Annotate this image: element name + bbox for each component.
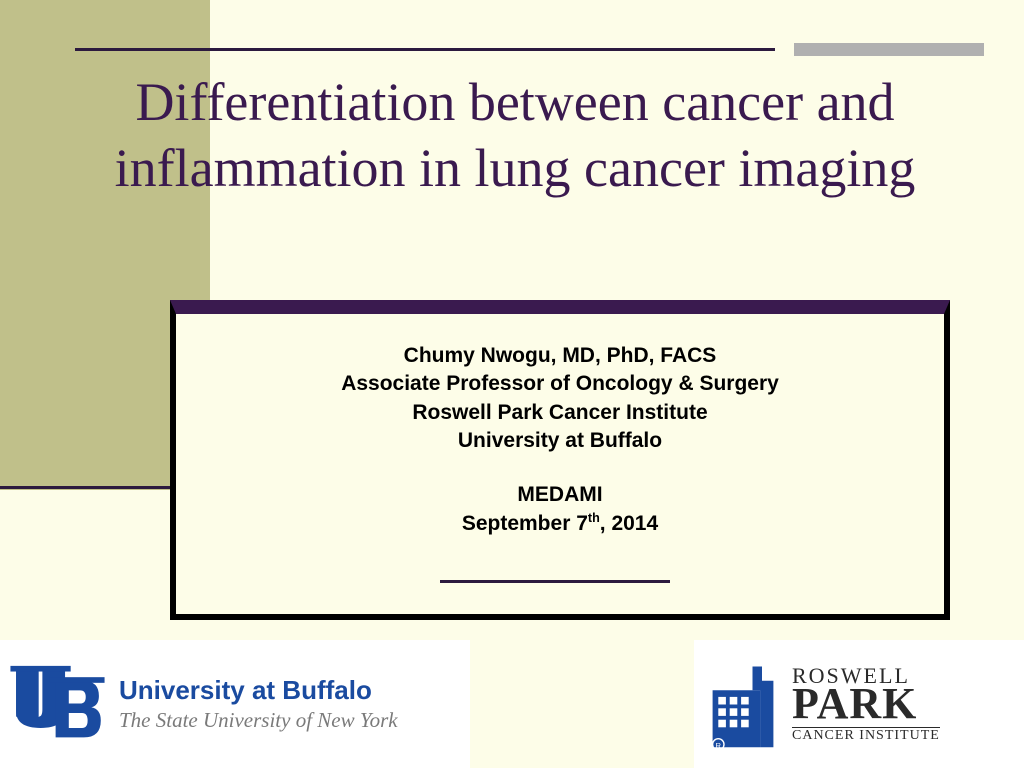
svg-text:R: R xyxy=(716,741,722,750)
mid-left-rule xyxy=(0,486,170,489)
author-name: Chumy Nwogu, MD, PhD, FACS xyxy=(176,342,944,370)
event-date: September 7th, 2014 xyxy=(176,510,944,538)
ub-logo-mark xyxy=(10,664,105,744)
author-institute: Roswell Park Cancer Institute xyxy=(176,399,944,427)
roswell-line2: PARK xyxy=(792,685,940,722)
ub-logo-line2: The State University of New York xyxy=(119,708,398,733)
slide-title: Differentiation between cancer and infla… xyxy=(60,70,970,202)
ub-logo-line1: University at Buffalo xyxy=(119,675,398,706)
university-buffalo-logo: University at Buffalo The State Universi… xyxy=(0,640,470,768)
roswell-line3: CANCER INSTITUTE xyxy=(792,727,940,742)
top-horizontal-rule xyxy=(75,48,775,51)
roswell-park-logo: R ROSWELL PARK CANCER INSTITUTE xyxy=(694,640,1024,768)
event-name: MEDAMI xyxy=(176,481,944,509)
author-university: University at Buffalo xyxy=(176,427,944,455)
author-position: Associate Professor of Oncology & Surger… xyxy=(176,370,944,398)
top-right-accent-bar xyxy=(794,43,984,56)
roswell-logo-mark: R xyxy=(704,657,782,752)
bottom-center-rule xyxy=(440,580,670,583)
author-info-box: Chumy Nwogu, MD, PhD, FACS Associate Pro… xyxy=(170,300,950,620)
